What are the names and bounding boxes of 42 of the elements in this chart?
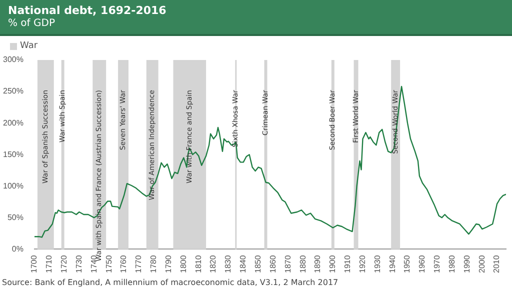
- x-tick-label: 1790: [164, 254, 173, 273]
- x-tick-label: 1730: [74, 254, 84, 273]
- x-tick-label: 1810: [194, 254, 203, 273]
- x-tick-label: 1960: [418, 254, 427, 273]
- y-tick-label: 200%: [2, 118, 24, 128]
- y-tick-label: 50%: [7, 212, 24, 222]
- y-tick-label: 150%: [2, 150, 24, 159]
- y-tick-label: 300%: [2, 55, 24, 64]
- y-tick-label: 250%: [2, 86, 24, 96]
- x-tick-label: 1870: [283, 254, 292, 273]
- x-tick-label: 1720: [60, 254, 69, 273]
- x-tick-label: 1880: [298, 254, 308, 273]
- source-note: Source: Bank of England, A millennium of macroeconomic data, V3.1, 2 March 2017: [2, 278, 338, 287]
- x-tick-label: 1930: [372, 254, 382, 273]
- y-tick-label: 0%: [12, 244, 24, 254]
- x-tick-label: 1940: [388, 254, 397, 273]
- chart-subtitle: % of GDP: [8, 17, 56, 31]
- x-tick-label: 2010: [492, 254, 502, 273]
- x-tick-label: 1860: [268, 254, 278, 273]
- x-tick-label: 1840: [238, 254, 248, 273]
- x-tick-label: 1850: [253, 254, 262, 273]
- x-tick-label: 1920: [358, 254, 367, 273]
- x-tick-label: 1890: [313, 254, 322, 273]
- x-tick-label: 1710: [44, 254, 54, 273]
- legend-title: War: [20, 41, 38, 51]
- x-tick-label: 1970: [432, 254, 442, 273]
- x-tick-label: 1760: [119, 254, 128, 273]
- x-tick-label: 1780: [149, 254, 158, 273]
- chart-title: National debt, 1692-2016: [8, 4, 168, 17]
- x-tick-label: 1900: [328, 254, 338, 273]
- x-tick-label: 1830: [224, 254, 233, 273]
- x-tick-label: 1800: [178, 254, 188, 273]
- x-tick-label: 1770: [134, 254, 144, 273]
- x-tick-label: 2000: [477, 254, 486, 273]
- x-tick-label: 1820: [208, 254, 218, 273]
- x-tick-label: 1750: [104, 254, 114, 273]
- y-tick-label: 100%: [2, 181, 24, 190]
- x-tick-label: 1950: [402, 254, 412, 273]
- x-tick-label: 1980: [447, 254, 456, 273]
- x-tick-label: 1910: [343, 254, 352, 273]
- x-tick-label: 1700: [30, 254, 39, 273]
- x-tick-label: 1990: [462, 254, 472, 273]
